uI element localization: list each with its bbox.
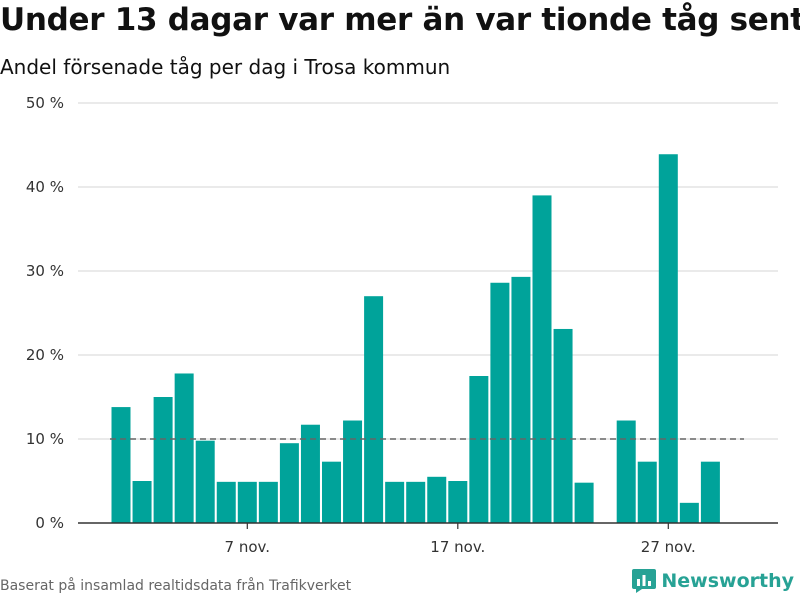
bar [132,481,152,523]
bar [406,481,426,523]
bar [237,481,257,523]
bar [469,376,489,523]
y-tick-label: 40 % [26,178,64,196]
y-tick-label: 20 % [26,346,64,364]
bar [195,440,215,523]
bar-chart: 0 % 10 % 20 % 30 % 40 % 50 % 7 nov. 17 nov. 27 … [26,94,778,556]
chart-title: Under 13 dagar var mer än var tionde tåg… [0,2,800,38]
bar [300,424,320,523]
bar [616,420,636,523]
bar [553,328,573,523]
x-tick-label: 17 nov. [430,538,485,556]
bar [679,502,699,523]
chart-subtitle: Andel försenade tåg per dag i Trosa komm… [0,55,451,79]
bar [343,420,363,523]
bar [258,481,278,523]
newsworthy-logo-icon [632,569,657,593]
x-tick-label: 7 nov. [225,538,270,556]
y-tick-label: 10 % [26,430,64,448]
bar [427,476,447,523]
y-tick-label: 0 % [35,514,64,532]
bar [153,397,173,523]
y-tick-label: 50 % [26,94,64,112]
y-axis-ticks: 0 % 10 % 20 % 30 % 40 % 50 % [26,94,64,532]
bar [532,195,552,523]
x-tick-label: 27 nov. [641,538,696,556]
bar [490,282,510,523]
bar [658,154,678,524]
bar [174,373,194,523]
x-axis-ticks: 7 nov. 17 nov. 27 nov. [225,523,696,556]
bar [448,481,468,523]
bar [111,407,131,523]
bar [279,443,299,523]
bar [511,276,531,523]
bar [216,481,236,523]
bar [700,461,720,523]
newsworthy-logo: Newsworthy [632,569,794,593]
bar [322,461,341,523]
bar [574,482,594,523]
bars [111,154,720,524]
bar [637,461,657,523]
y-tick-label: 30 % [26,262,64,280]
brand-name: Newsworthy [661,570,794,592]
bar [364,296,384,523]
bar [385,481,405,523]
source-note: Baserat på insamlad realtidsdata från Tr… [0,578,352,594]
